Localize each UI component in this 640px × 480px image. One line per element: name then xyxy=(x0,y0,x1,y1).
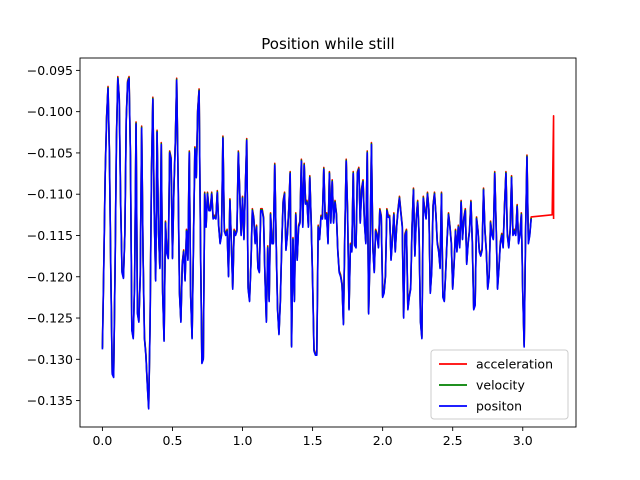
y-tick-label: −0.130 xyxy=(27,352,73,367)
y-tick-label: −0.120 xyxy=(27,269,73,284)
y-tick-label: −0.110 xyxy=(27,187,73,202)
axes-frame xyxy=(79,57,577,428)
y-tick-label: −0.105 xyxy=(27,145,73,160)
chart-title: Position while still xyxy=(261,35,394,53)
x-tick-label: 1.0 xyxy=(233,433,253,448)
legend-box xyxy=(430,349,569,420)
y-tick-label: −0.100 xyxy=(27,104,73,119)
y-tick-label: −0.095 xyxy=(27,63,73,78)
plot-area xyxy=(101,75,555,410)
legend-label-acceleration: acceleration xyxy=(476,357,553,372)
y-tick-label: −0.125 xyxy=(27,311,73,326)
legend: acceleration velocity positon xyxy=(430,349,569,420)
legend-label-velocity: velocity xyxy=(476,378,525,393)
x-tick-label: 2.0 xyxy=(373,433,393,448)
x-tick-label: 0.0 xyxy=(92,433,112,448)
series-line-positon xyxy=(101,77,532,410)
y-tick-label: −0.135 xyxy=(27,393,73,408)
x-tick-label: 0.5 xyxy=(163,433,183,448)
x-tick-label: 2.5 xyxy=(443,433,463,448)
y-tick-label: −0.115 xyxy=(27,228,73,243)
x-tick-label: 3.0 xyxy=(513,433,533,448)
axes: 0.0 0.5 1.0 1.5 2.0 2.5 3.0 −0.135 −0.130 −0.125 −… xyxy=(27,57,577,448)
x-tick-label: 1.5 xyxy=(303,433,323,448)
legend-label-positon: positon xyxy=(476,399,522,414)
